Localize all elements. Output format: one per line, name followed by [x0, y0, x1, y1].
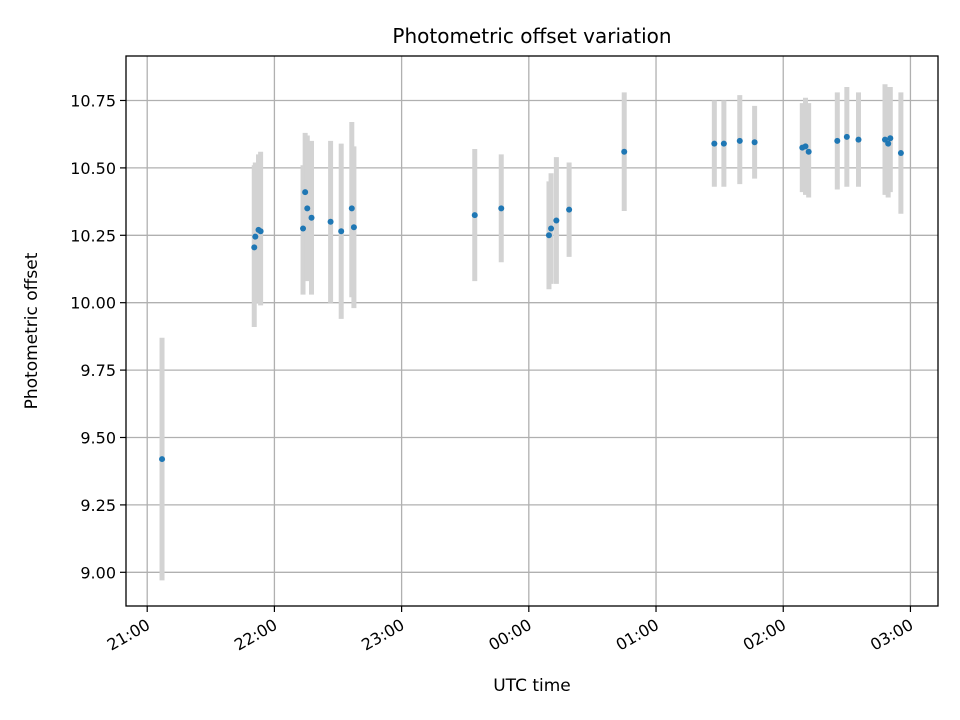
data-point — [302, 189, 309, 196]
data-point — [834, 137, 841, 144]
x-tick-label: 01:00 — [613, 615, 662, 655]
data-point — [885, 140, 892, 147]
y-axis-label: Photometric offset — [22, 252, 42, 409]
y-tick-label: 9.00 — [80, 563, 116, 582]
x-axis-label: UTC time — [493, 676, 571, 696]
error-bars — [159, 84, 904, 581]
data-point — [855, 136, 862, 143]
data-point — [327, 218, 334, 225]
data-point — [802, 143, 809, 150]
data-point — [498, 205, 505, 212]
x-tick-label: 03:00 — [867, 615, 916, 655]
data-point — [711, 140, 718, 147]
data-points — [159, 133, 904, 463]
y-tick-label: 9.25 — [80, 496, 116, 515]
data-point — [545, 232, 552, 239]
data-point — [621, 148, 628, 155]
data-point — [751, 139, 758, 146]
data-point — [350, 224, 357, 231]
data-point — [805, 148, 812, 155]
chart-title: Photometric offset variation — [392, 24, 671, 48]
data-point — [348, 205, 355, 212]
data-point — [566, 206, 573, 213]
data-point — [471, 212, 478, 219]
data-point — [720, 140, 727, 147]
x-tick-label: 23:00 — [358, 615, 407, 655]
data-point — [251, 244, 258, 251]
data-point — [548, 225, 555, 232]
data-point — [843, 133, 850, 140]
data-point — [736, 137, 743, 144]
data-point — [304, 205, 311, 212]
data-point — [308, 214, 315, 221]
data-point — [881, 136, 888, 143]
grid — [126, 56, 938, 606]
y-tick-label: 10.00 — [70, 294, 116, 313]
x-tick-label: 22:00 — [231, 615, 280, 655]
y-tick-label: 9.50 — [80, 428, 116, 447]
data-point — [897, 150, 904, 157]
data-point — [252, 233, 259, 240]
x-tick-label: 21:00 — [104, 615, 153, 655]
data-point — [159, 456, 166, 463]
y-axis: 9.00 9.25 9.50 9.75 10.00 10.25 10.50 10.75 — [70, 91, 126, 582]
data-point — [300, 225, 307, 232]
y-tick-label: 10.25 — [70, 226, 116, 245]
data-point — [887, 135, 894, 142]
y-tick-label: 9.75 — [80, 361, 116, 380]
x-tick-label: 00:00 — [485, 615, 534, 655]
plot-frame — [125, 55, 939, 607]
x-axis: 21:00 22:00 23:00 00:00 01:00 02:00 03:00 — [104, 606, 916, 655]
x-tick-label: 02:00 — [740, 615, 789, 655]
data-point — [257, 228, 264, 235]
y-tick-label: 10.75 — [70, 91, 116, 110]
y-tick-label: 10.50 — [70, 159, 116, 178]
data-point — [338, 228, 345, 235]
data-point — [553, 217, 560, 224]
